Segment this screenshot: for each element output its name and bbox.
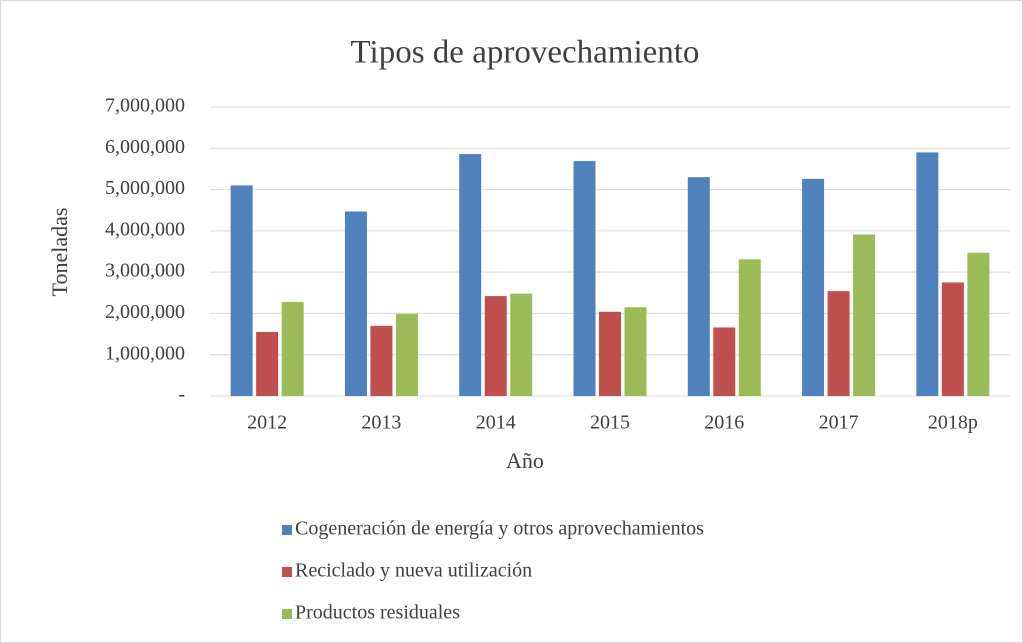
bar [713,327,736,396]
x-tick-label: 2017 [819,412,859,434]
legend-label: Cogeneración de energía y otros aprovech… [295,518,704,540]
legend-label: Reciclado y nueva utilización [295,560,532,582]
x-tick-label: 2012 [247,412,287,434]
bar [802,178,825,396]
bar [256,332,279,396]
bar [484,296,507,396]
bar [370,325,393,396]
x-tick-label: 2018p [928,412,978,434]
legend-swatch [282,567,292,577]
y-tick-label: 7,000,000 [105,95,185,117]
y-tick-label: 2,000,000 [105,301,185,323]
x-tick-label: 2014 [476,412,516,434]
bar [687,177,710,396]
y-tick-label: 6,000,000 [105,136,185,158]
bar [510,293,533,396]
bar [395,313,418,396]
y-tick-label: - [178,384,185,406]
y-tick-label: 1,000,000 [105,342,185,364]
y-axis-label: Toneladas [47,208,72,297]
x-tick-label: 2016 [704,412,744,434]
legend-label: Productos residuales [295,602,460,624]
bar [599,311,621,396]
bar [573,161,596,396]
bar [624,307,647,396]
chart-title: Tipos de aprovechamiento [351,35,700,71]
bar [738,259,761,396]
bar [941,282,964,396]
bar [916,152,939,396]
legend-swatch [282,525,292,535]
x-axis-label: Año [506,448,544,473]
y-tick-label: 4,000,000 [105,218,185,240]
x-tick-label: 2013 [361,412,401,434]
bar [281,301,304,396]
bar [967,252,990,396]
y-tick-label: 5,000,000 [105,177,185,199]
bar [459,154,482,396]
y-tick-label: 3,000,000 [105,260,185,282]
bar [344,211,367,396]
bar [230,185,253,396]
legend-swatch [282,609,292,619]
bar [853,234,876,396]
bar [827,291,850,396]
x-tick-label: 2015 [590,412,630,434]
